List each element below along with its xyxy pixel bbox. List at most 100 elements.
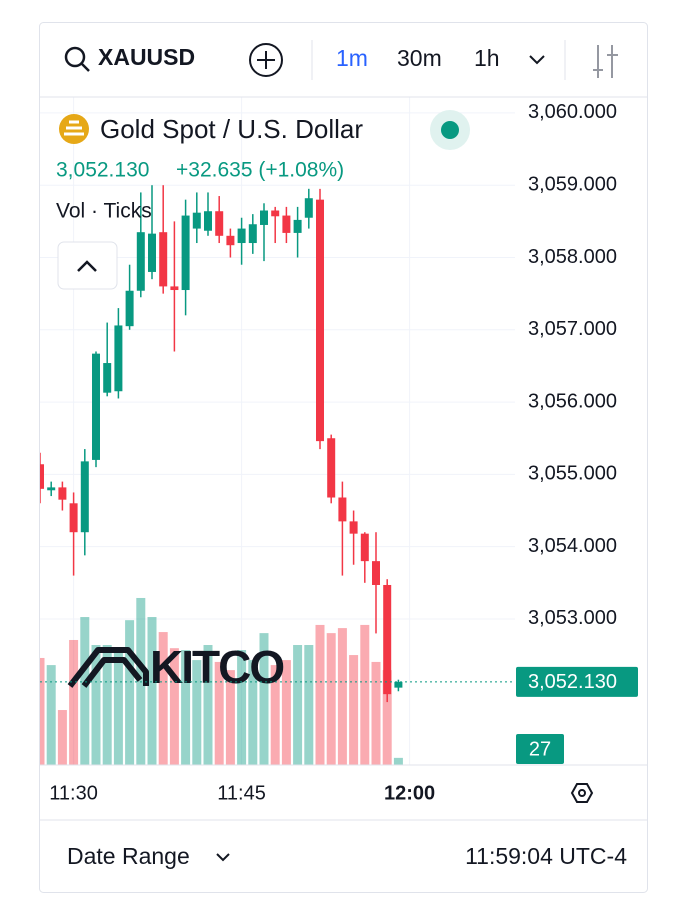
candle-body xyxy=(92,353,100,460)
candle-body xyxy=(237,228,246,244)
x-tick-label: 12:00 xyxy=(384,782,435,804)
interval-dropdown[interactable] xyxy=(529,55,545,65)
candle-body xyxy=(372,561,380,585)
volume-bar xyxy=(91,645,101,765)
volume-bar xyxy=(315,624,325,765)
volume-bar xyxy=(349,655,359,765)
y-tick-label: 3,058.000 xyxy=(528,246,617,268)
overlay: 3,052.130 27 xyxy=(40,666,638,764)
settings-icon xyxy=(578,789,586,797)
candle-body xyxy=(248,224,257,244)
candle-body xyxy=(47,487,56,491)
volume-bar xyxy=(259,633,269,765)
candle-body xyxy=(80,461,89,533)
candle-body xyxy=(226,235,235,246)
timezone-time[interactable]: 11:59:04 UTC-4 xyxy=(465,843,627,869)
collapse-button[interactable] xyxy=(57,241,118,290)
volume-bar xyxy=(192,660,202,765)
candle-body xyxy=(338,497,347,522)
volume-bar xyxy=(40,657,45,765)
candle-body xyxy=(170,286,179,291)
y-tick-label: 3,056.000 xyxy=(528,390,617,412)
volume-bar xyxy=(46,665,56,765)
x-tick-label: 11:45 xyxy=(217,782,266,804)
candle-body xyxy=(159,232,168,287)
y-tick-label: 3,054.000 xyxy=(528,535,617,557)
volume-layer xyxy=(40,597,403,765)
volume-bar xyxy=(169,648,179,765)
y-tick-label: 3,053.000 xyxy=(528,607,617,629)
candle-body xyxy=(136,232,145,291)
candle-body xyxy=(204,211,212,231)
y-tick-label: 3,059.000 xyxy=(528,173,617,195)
watermark: KITCO xyxy=(67,641,285,693)
candle-body xyxy=(327,438,336,498)
market-status-dot xyxy=(441,121,459,139)
y-tick-label: 3,057.000 xyxy=(528,318,617,340)
volume-bar xyxy=(326,633,336,765)
volume-bar xyxy=(382,670,392,765)
candle-body xyxy=(360,533,369,562)
settings-icon[interactable] xyxy=(570,783,594,803)
search-icon xyxy=(81,63,90,72)
legend-change: +32.635 (+1.08%) xyxy=(176,159,344,182)
candle-body xyxy=(69,503,78,533)
candle-body xyxy=(114,325,123,392)
volume-bar xyxy=(270,665,280,765)
interval[interactable]: 1m xyxy=(336,45,368,71)
candle-body xyxy=(125,290,134,327)
candle-body xyxy=(192,212,201,229)
search-icon[interactable] xyxy=(64,46,86,68)
volume-bar xyxy=(393,757,403,765)
volume-bar xyxy=(69,639,79,765)
volume-tag xyxy=(516,734,564,764)
volume-bar xyxy=(57,710,67,765)
volume-bar xyxy=(293,645,303,765)
volume-bar xyxy=(125,620,135,765)
volume-bar xyxy=(304,645,314,765)
volume-bar xyxy=(158,632,168,765)
add-icon xyxy=(257,51,275,69)
candle-body xyxy=(260,210,268,225)
volume-bar xyxy=(237,650,247,765)
candle-body xyxy=(148,233,156,272)
volume-bar xyxy=(225,670,235,765)
candle-body xyxy=(271,210,280,217)
volume-bar xyxy=(203,645,213,765)
volume-bar xyxy=(147,617,157,765)
candle-body xyxy=(215,211,224,236)
legend-price: 3,052.130 xyxy=(56,159,149,182)
volume-bar xyxy=(102,645,112,765)
volume-bar xyxy=(113,650,123,765)
interval[interactable]: 30m xyxy=(397,45,442,71)
candle-body xyxy=(282,215,291,233)
watermark-text: KITCO xyxy=(150,641,283,693)
candle-body xyxy=(383,584,392,695)
symbol[interactable]: XAUUSD xyxy=(98,44,195,70)
card xyxy=(39,22,648,893)
candle-body xyxy=(58,487,67,500)
volume-bar xyxy=(360,624,370,765)
candle-body xyxy=(394,681,403,688)
date-range[interactable]: Date Range xyxy=(67,843,190,869)
volume-tag-label: 27 xyxy=(529,738,551,760)
date-range-dropdown xyxy=(216,853,230,862)
volume-legend: Vol · Ticks xyxy=(56,200,152,223)
volume-bar xyxy=(371,661,381,765)
candle-body xyxy=(103,363,112,393)
interval[interactable]: 1h xyxy=(474,45,500,71)
candle-body xyxy=(181,215,190,291)
add-button[interactable] xyxy=(249,43,283,77)
symbol-logo-icon xyxy=(64,120,84,136)
x-tick-label: 11:30 xyxy=(49,782,98,804)
volume-bar xyxy=(337,628,347,765)
collapse-icon xyxy=(77,260,97,272)
y-tick-label: 3,060.000 xyxy=(528,101,617,123)
chart-title: Gold Spot / U.S. Dollar xyxy=(100,114,363,144)
candle-layer xyxy=(40,185,403,703)
volume-bar xyxy=(248,660,258,765)
chart-type-icon[interactable] xyxy=(593,45,618,78)
candle-body xyxy=(293,219,302,233)
candle-body xyxy=(304,198,313,218)
